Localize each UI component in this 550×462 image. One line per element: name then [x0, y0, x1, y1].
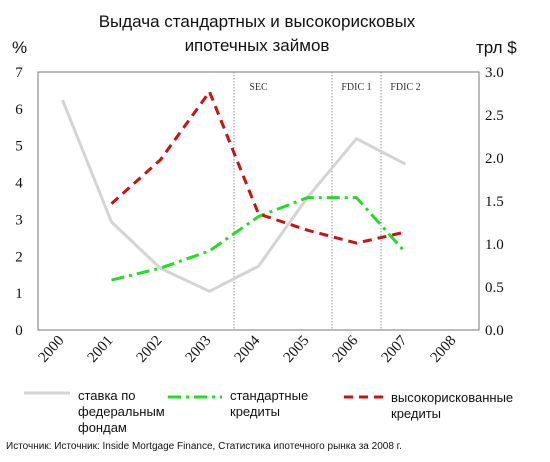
x-tick-label: 2003 — [183, 333, 215, 366]
x-tick-label: 2001 — [85, 333, 117, 366]
source-note: Источник: Источник: Inside Mortgage Fina… — [6, 441, 402, 452]
legend-label-standard-loans: стандартные кредиты — [230, 388, 309, 419]
x-tick-label: 2007 — [379, 332, 411, 365]
x-tick-label: 2008 — [428, 333, 460, 366]
series-line — [61, 99, 407, 293]
event-marker-label: FDIC 1 — [341, 82, 371, 93]
x-tick-label: 2005 — [281, 333, 313, 366]
x-tick-label: 2000 — [36, 333, 68, 366]
y-right-tick-label: 2.0 — [485, 151, 504, 167]
y-left-tick-label: 7 — [15, 65, 23, 81]
y-left-tick-label: 1 — [15, 286, 23, 302]
y-left-tick-label: 5 — [15, 139, 23, 155]
y-right-tick-label: 2.5 — [485, 108, 504, 124]
y-right-tick-label: 0.0 — [485, 323, 504, 339]
chart-title-line-1: Выдача стандартных и высокорисковых — [98, 12, 416, 31]
legend-label-fed-rate: ставка по федеральным фондам — [78, 388, 165, 435]
y-left-tick-label: 4 — [15, 176, 23, 192]
x-tick-label: 2006 — [330, 332, 362, 365]
left-axis-unit: % — [12, 38, 28, 57]
right-axis-unit: трл $ — [476, 38, 517, 57]
legend-label-subprime-loans: высокорискованные кредиты — [391, 390, 514, 421]
series-line — [111, 196, 407, 282]
x-tick-label: 2004 — [232, 332, 264, 365]
event-marker-label: FDIC 2 — [390, 82, 420, 93]
x-tick-label: 2002 — [134, 333, 166, 366]
chart-title-line-2: ипотечных займов — [184, 36, 330, 55]
y-left-tick-label: 6 — [15, 102, 23, 118]
series-line — [110, 90, 406, 245]
y-right-tick-label: 1.5 — [485, 194, 504, 210]
y-left-tick-label: 3 — [15, 212, 23, 228]
y-left-tick-label: 0 — [15, 323, 23, 339]
y-right-tick-label: 3.0 — [485, 65, 504, 81]
y-left-tick-label: 2 — [15, 249, 23, 265]
y-right-tick-label: 1.0 — [485, 237, 504, 253]
plot-frame — [37, 71, 480, 331]
y-right-tick-label: 0.5 — [485, 280, 504, 296]
event-marker-label: SEC — [249, 82, 268, 93]
